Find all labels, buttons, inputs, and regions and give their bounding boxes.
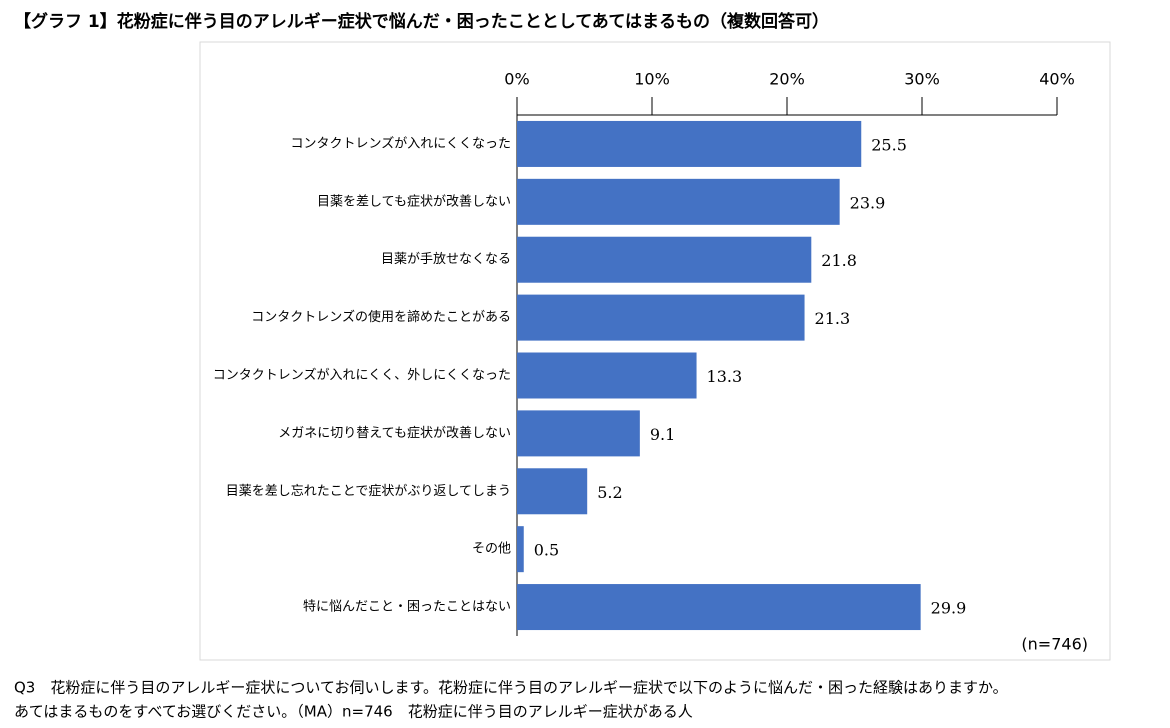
- x-tick-label: 10%: [634, 70, 670, 89]
- bar: [517, 120, 862, 167]
- y-tick-label: メガネに切り替えても症状が改善しない: [278, 425, 511, 441]
- value-label: 13.3: [707, 367, 743, 386]
- chart-frame: [199, 41, 1111, 661]
- value-label: 23.9: [850, 193, 886, 212]
- y-tick-label: その他: [472, 542, 511, 557]
- y-tick-label: コンタクトレンズの使用を諦めたことがある: [251, 309, 511, 325]
- y-tick-label: コンタクトレンズが入れにくく、外しにくくなった: [213, 367, 511, 383]
- value-label: 21.8: [821, 251, 857, 270]
- value-label: 21.3: [815, 309, 851, 328]
- bar: [517, 526, 524, 573]
- chart-title: 【グラフ 1】花粉症に伴う目のアレルギー症状で悩んだ・困ったこととしてあてはまる…: [14, 11, 829, 32]
- bar: [517, 294, 805, 341]
- value-label: 5.2: [597, 483, 622, 502]
- bar: [517, 178, 840, 225]
- y-tick-label: 目薬が手放せなくなる: [381, 252, 511, 267]
- sample-size: (n=746): [1021, 635, 1088, 654]
- y-tick-label: 特に悩んだこと・困ったことはない: [303, 600, 511, 615]
- x-tick-label: 40%: [1039, 70, 1075, 89]
- y-tick-label: コンタクトレンズが入れにくくなった: [291, 135, 511, 151]
- bar: [517, 410, 640, 457]
- value-label: 29.9: [931, 599, 967, 618]
- footnote: Q3 花粉症に伴う目のアレルギー症状についてお伺いします。花粉症に伴う目のアレル…: [14, 679, 1008, 697]
- bar: [517, 468, 588, 515]
- x-tick-label: 0%: [504, 70, 529, 89]
- value-label: 0.5: [534, 541, 559, 560]
- bar: [517, 584, 921, 631]
- bar: [517, 236, 812, 283]
- footnote: あてはまるものをすべてお選びください。（MA）n=746 花粉症に伴う目のアレル…: [14, 703, 693, 721]
- x-tick-label: 30%: [904, 70, 940, 89]
- bar: [517, 352, 697, 399]
- value-label: 25.5: [871, 135, 907, 154]
- y-tick-label: 目薬を差しても症状が改善しない: [317, 193, 511, 209]
- y-tick-label: 目薬を差し忘れたことで症状がぶり返してしまう: [226, 484, 511, 499]
- x-tick-label: 20%: [769, 70, 805, 89]
- value-label: 9.1: [650, 425, 675, 444]
